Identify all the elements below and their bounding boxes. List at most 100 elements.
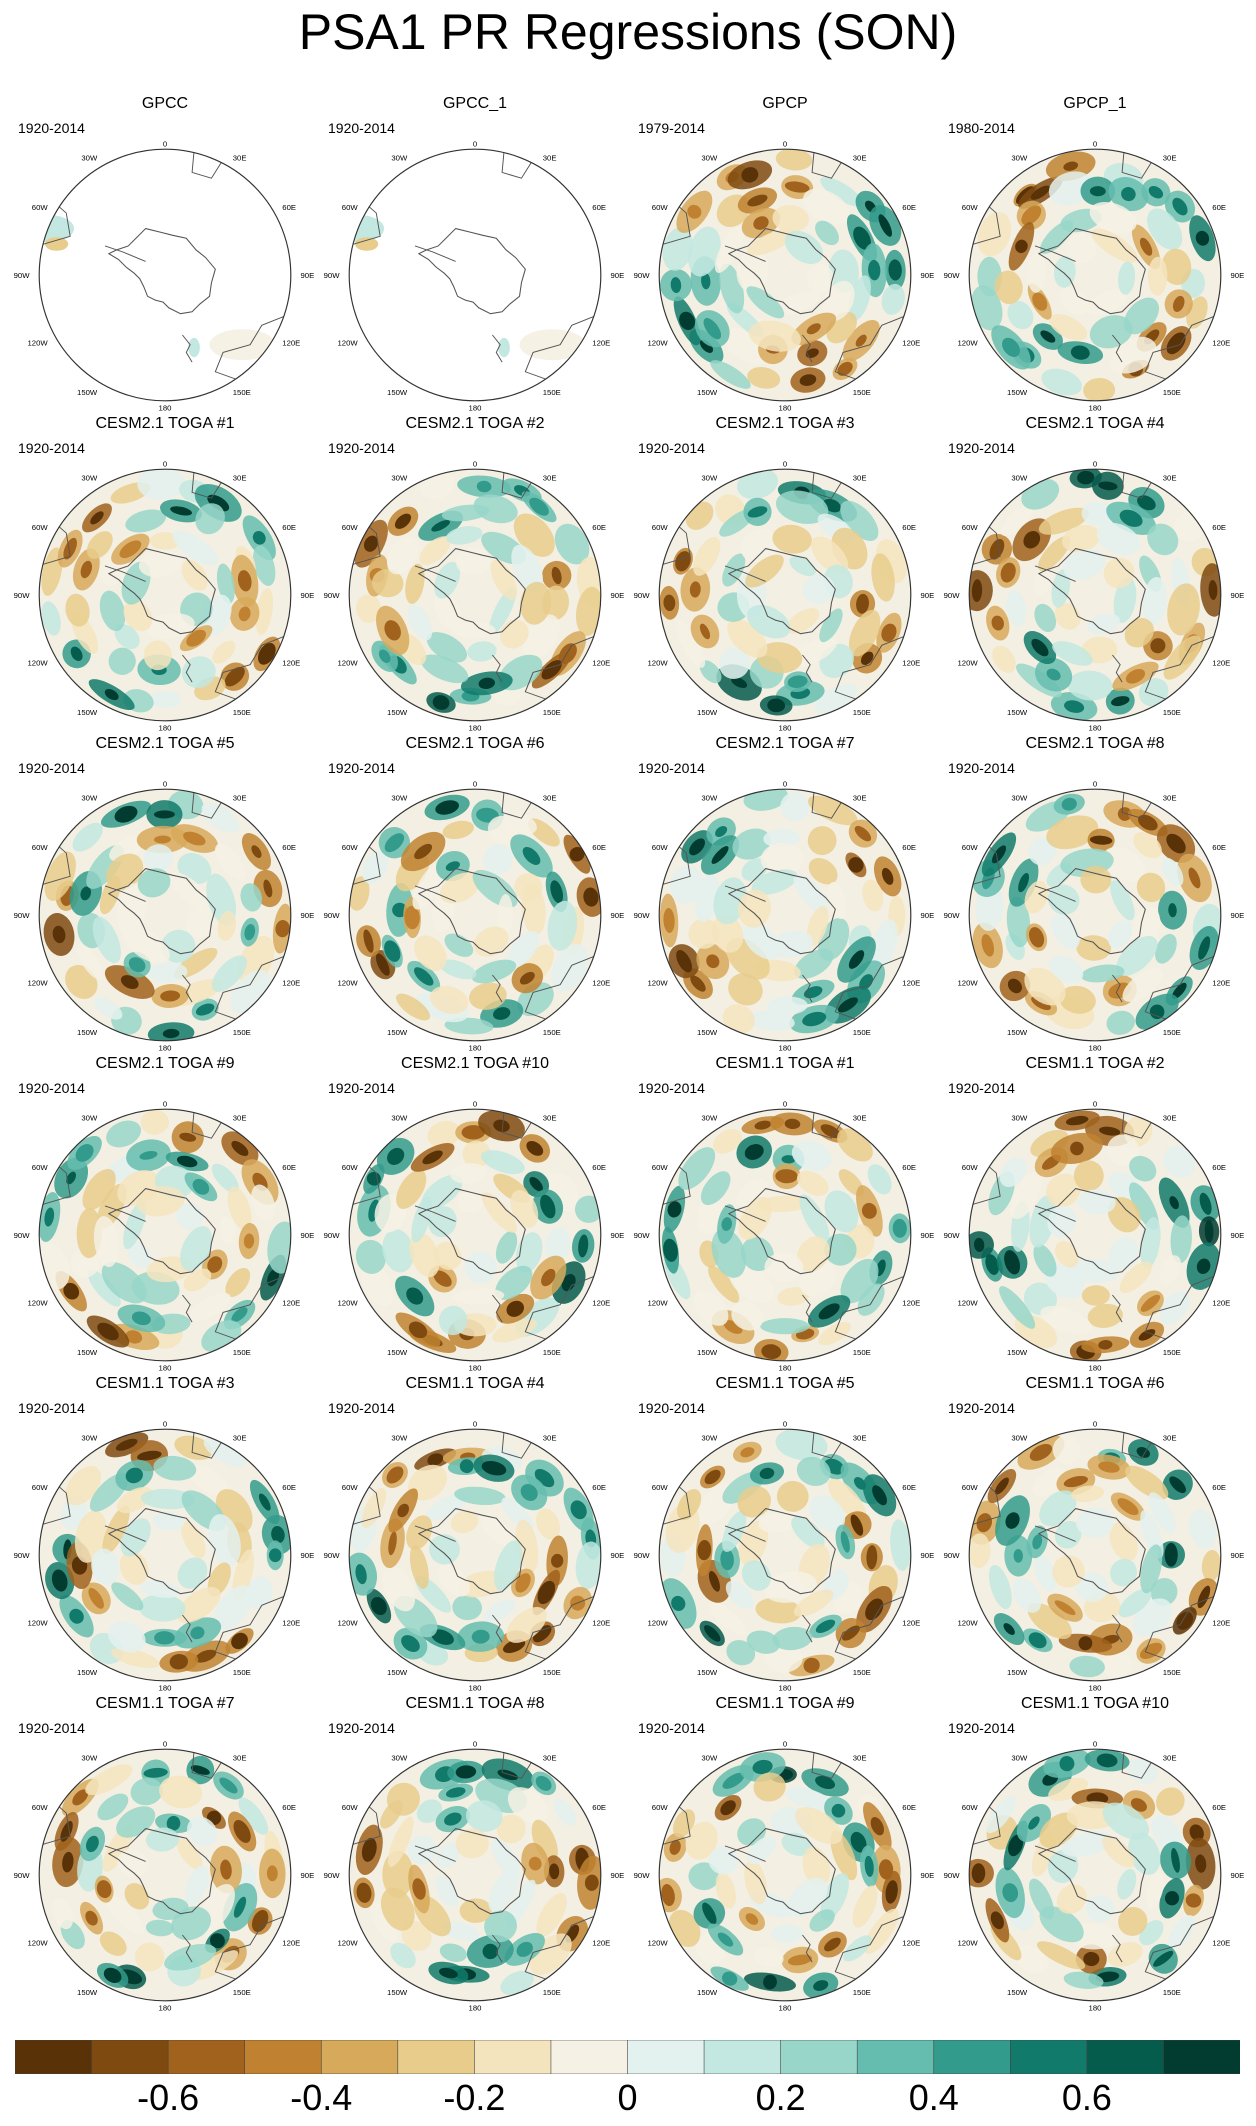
colorbar-tick-label: -0.6 [137,2077,200,2118]
polar-map: 0 180 30E 30W 60E 60W 90E 90W 120E 120W 150E 150W [634,1739,935,2012]
colorbar-tick-label: -0.4 [290,2077,353,2118]
longitude-label: 30E [853,154,867,163]
longitude-label: 30E [853,474,867,483]
longitude-label: 120E [282,1299,300,1308]
polar-map: 0 180 30E 30W 60E 60W 90E 90W 120E 120W 150E 150W [324,459,625,732]
polar-map: 0 180 30E 30W 60E 60W 90E 90W 120E 120W 150E 150W [14,779,315,1052]
longitude-label: 120W [957,1939,978,1948]
longitude-label: 60E [902,1163,916,1172]
panel-years: 1920-2014 [328,1400,395,1416]
map-panel: CESM2.1 TOGA #4 1920-2014 0 180 30E 30W 60E 60W… [940,415,1250,735]
longitude-label: 0 [163,1419,167,1428]
longitude-label: 120E [282,1939,300,1948]
longitude-label: 120E [1212,659,1230,668]
longitude-label: 30W [391,1754,408,1763]
panel-years: 1920-2014 [18,1720,85,1736]
longitude-label: 90E [1230,1871,1244,1880]
longitude-label: 120E [902,659,920,668]
longitude-label: 180 [1089,1683,1102,1692]
longitude-label: 120W [337,1299,358,1308]
panel-years: 1979-2014 [638,120,705,136]
colorbar-swatch [320,2040,399,2074]
longitude-label: 60E [902,1483,916,1492]
longitude-label: 150W [697,1988,718,1997]
panel-years: 1920-2014 [638,760,705,776]
longitude-label: 120E [902,1939,920,1948]
longitude-label: 90W [944,1231,961,1240]
longitude-label: 60W [32,1483,49,1492]
map-panel: CESM1.1 TOGA #9 1920-2014 0 180 30E 30W 60E 60W… [630,1695,940,2015]
longitude-label: 90E [1230,591,1244,600]
longitude-label: 60W [32,843,49,852]
longitude-label: 120E [902,1299,920,1308]
colorbar-labels: -0.6 -0.4 -0.2 0 0.2 0.4 0.6 [0,2078,1256,2122]
longitude-label: 150E [853,1988,871,1997]
longitude-label: 30W [1011,154,1028,163]
longitude-label: 90W [324,1231,341,1240]
longitude-label: 120W [27,1299,48,1308]
colorbar-swatch [1086,2040,1165,2074]
longitude-label: 180 [469,1363,482,1372]
panel-years: 1920-2014 [328,1720,395,1736]
map-panel: CESM2.1 TOGA #8 1920-2014 0 180 30E 30W 60E 60W… [940,735,1250,1055]
polar-map: 0 180 30E 30W 60E 60W 90E 90W 120E 120W 150E 150W [634,139,935,412]
longitude-label: 60E [1212,1163,1226,1172]
panel-title: GPCP [762,95,808,112]
longitude-label: 150W [1007,708,1028,717]
longitude-label: 90W [14,911,31,920]
longitude-label: 30E [543,1434,557,1443]
longitude-label: 60E [1212,203,1226,212]
panel-title: GPCC [141,95,189,112]
map-panel: CESM1.1 TOGA #1 1920-2014 0 180 30E 30W 60E 60W… [630,1055,940,1375]
longitude-label: 30E [853,1754,867,1763]
panel-title: CESM1.1 TOGA #10 [1021,1695,1169,1712]
polar-map: 0 180 30E 30W 60E 60W 90E 90W 120E 120W 150E 150W [634,459,935,732]
panel-years: 1920-2014 [638,440,705,456]
colorbar-tick-label: 0.2 [755,2077,806,2118]
map-panel: CESM1.1 TOGA #3 1920-2014 0 180 30E 30W 60E 60W… [10,1375,320,1695]
longitude-label: 30W [81,154,98,163]
longitude-label: 90W [634,1551,651,1560]
longitude-label: 180 [469,1683,482,1692]
longitude-label: 0 [1093,1739,1097,1748]
longitude-label: 120W [337,1939,358,1948]
longitude-label: 60W [962,1803,979,1812]
longitude-label: 90E [300,1231,314,1240]
longitude-label: 30E [1163,1754,1177,1763]
longitude-label: 0 [473,1099,477,1108]
longitude-label: 90W [634,591,651,600]
longitude-label: 90W [634,911,651,920]
colorbar-swatch [91,2040,169,2074]
longitude-label: 150E [233,1668,251,1677]
longitude-label: 30E [233,794,247,803]
longitude-label: 120E [282,979,300,988]
longitude-label: 30E [233,1114,247,1123]
longitude-label: 0 [1093,459,1097,468]
longitude-label: 120W [647,1619,668,1628]
longitude-label: 150W [1007,1028,1028,1037]
colorbar-tick-label: 0.6 [1061,2077,1112,2118]
longitude-label: 60W [962,523,979,532]
longitude-label: 180 [1089,2003,1102,2012]
map-panel: CESM1.1 TOGA #10 1920-2014 0 180 30E 30W 60E 60… [940,1695,1250,2015]
longitude-label: 90W [324,591,341,600]
longitude-label: 60E [902,203,916,212]
longitude-label: 30W [701,154,718,163]
panel-years: 1980-2014 [948,120,1015,136]
longitude-label: 90E [300,591,314,600]
longitude-label: 150E [853,388,871,397]
panel-title: CESM2.1 TOGA #6 [405,735,545,752]
panel-years: 1920-2014 [18,120,85,136]
longitude-label: 120W [647,979,668,988]
longitude-label: 120W [27,1619,48,1628]
longitude-label: 120W [957,979,978,988]
map-panel: GPCP_1 1980-2014 0 180 30E 30W 60E 60W 90E 90W 120… [940,95,1250,415]
polar-map: 0 180 30E 30W 60E 60W 90E 90W 120E 120W 150E 150W [14,139,315,412]
panel-title: CESM1.1 TOGA #5 [715,1375,855,1392]
longitude-label: 30W [1011,1114,1028,1123]
longitude-label: 120E [592,1619,610,1628]
longitude-label: 90E [300,1551,314,1560]
polar-map: 0 180 30E 30W 60E 60W 90E 90W 120E 120W 150E 150W [944,1419,1245,1692]
polar-map: 0 180 30E 30W 60E 60W 90E 90W 120E 120W 150E 150W [14,1419,315,1692]
